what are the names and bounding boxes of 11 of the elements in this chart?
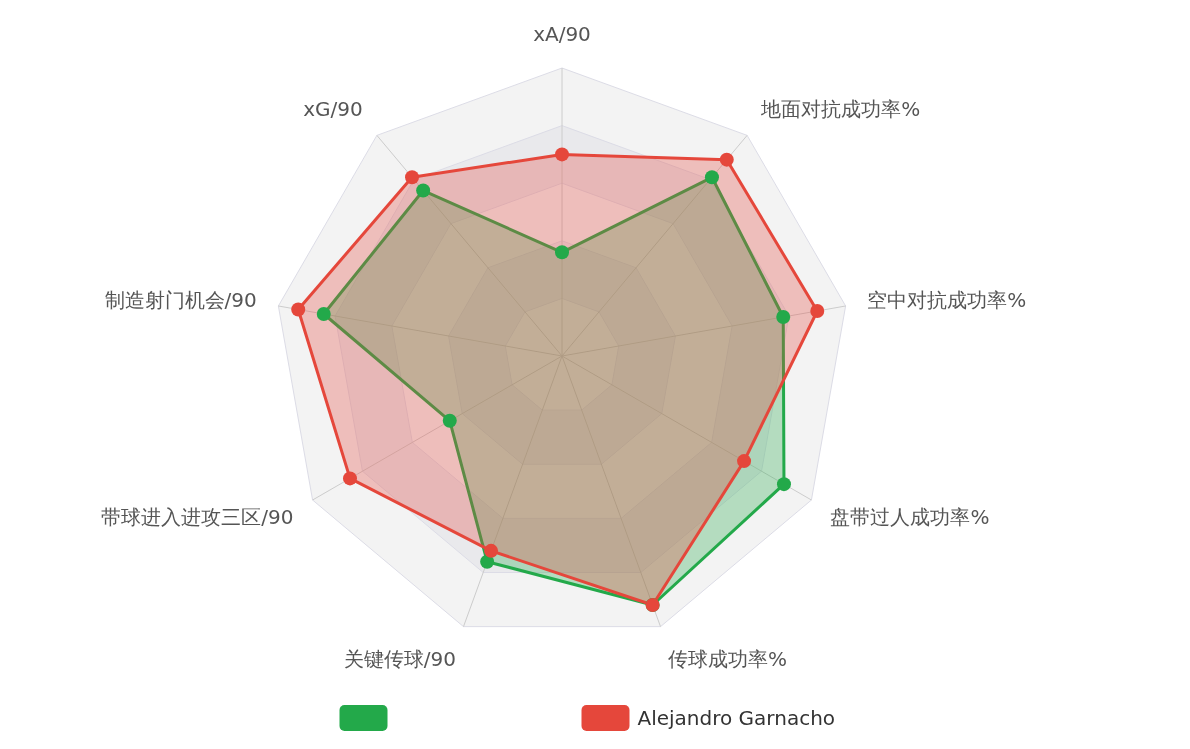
legend: Alejandro Garnacho: [339, 705, 836, 731]
spoke-label: 带球进入进攻三区/90: [101, 505, 294, 529]
spoke-label: 空中对抗成功率%: [867, 288, 1027, 313]
spoke-label: 制造射门机会/90: [104, 288, 257, 313]
spoke-label: xA/90: [533, 22, 591, 46]
spoke-label: 传球成功率%: [668, 646, 788, 671]
spoke-label: 地面对抗成功率%: [760, 97, 921, 122]
legend-label: Alejandro Garnacho: [637, 706, 836, 730]
spoke-label: 盘带过人成功率%: [830, 505, 990, 529]
spoke-label: 关键传球/90: [343, 646, 456, 671]
spoke-label: xG/90: [303, 97, 363, 122]
